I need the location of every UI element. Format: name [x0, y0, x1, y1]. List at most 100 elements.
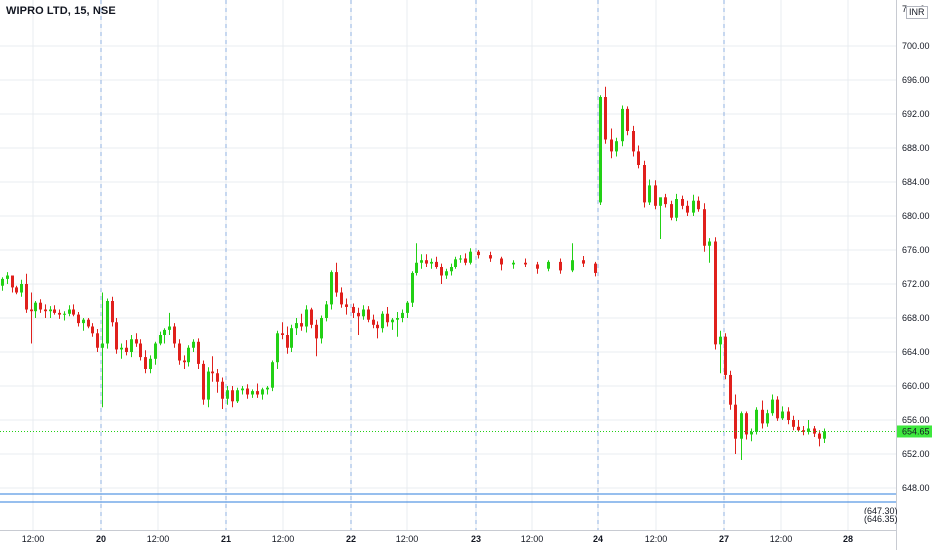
candle-body-up — [430, 261, 433, 264]
candle-body-down — [96, 333, 99, 348]
candle-body-up — [6, 275, 9, 279]
price-tick-label: 696.00 — [902, 75, 930, 85]
candle-body-down — [91, 326, 94, 334]
candle-body-down — [703, 209, 706, 246]
time-tick-label: 23 — [471, 534, 481, 544]
candle-body-up — [708, 241, 711, 246]
candle-body-down — [670, 204, 673, 218]
candle-body-down — [352, 306, 355, 313]
candle-body-down — [25, 284, 28, 310]
level-label: (647.30) — [864, 506, 898, 516]
candle-body-down — [632, 131, 635, 152]
price-tick-label: 652.00 — [902, 449, 930, 459]
price-tick-label-partial: 7 — [902, 4, 907, 14]
candle-body-up — [454, 259, 457, 267]
time-tick-label: 12:00 — [272, 534, 295, 544]
candle-body-up — [401, 312, 404, 318]
candle-body-down — [11, 275, 14, 288]
candle-body-up — [750, 431, 753, 435]
candle-body-down — [58, 312, 61, 315]
candle-body-down — [594, 263, 597, 273]
candle-body-down — [714, 241, 717, 345]
candle-body-down — [310, 309, 313, 325]
candle-body-down — [197, 341, 200, 364]
candle-body-down — [286, 335, 289, 348]
candle-body-up — [450, 267, 453, 272]
candle-body-up — [241, 388, 244, 391]
candle-body-up — [330, 272, 333, 305]
candle-body-down — [681, 199, 684, 206]
candle-body-down — [654, 185, 657, 206]
candle-body-up — [396, 318, 399, 320]
candle-body-down — [139, 343, 142, 358]
time-tick-label: 20 — [96, 534, 106, 544]
candle-body-down — [367, 309, 370, 320]
level-label-bg — [862, 514, 896, 524]
candle-body-up — [648, 185, 651, 203]
level-label-bg — [862, 506, 896, 516]
candle-body-down — [246, 388, 249, 395]
candle-body-down — [489, 255, 492, 259]
candle-body-down — [53, 309, 56, 313]
candle-body-down — [135, 339, 138, 344]
candle-body-up — [154, 343, 157, 359]
candle-body-down — [335, 272, 338, 293]
time-tick-label: 12:00 — [22, 534, 45, 544]
candle-body-down — [734, 404, 737, 439]
candle-body-down — [77, 314, 80, 324]
last-price-label: 654.65 — [902, 426, 930, 436]
candle-body-down — [221, 381, 224, 399]
candle-body-up — [615, 141, 618, 152]
candle-body-up — [420, 260, 423, 263]
candle-body-down — [582, 260, 585, 264]
candle-body-up — [659, 197, 662, 206]
candle-body-up — [187, 347, 190, 363]
candle-body-down — [300, 323, 303, 327]
candle-body-up — [719, 336, 722, 345]
candle-body-up — [381, 313, 384, 329]
candle-body-down — [464, 258, 467, 263]
candle-body-up — [261, 389, 264, 395]
candle-body-up — [207, 371, 210, 400]
time-tick-label: 12:00 — [521, 534, 544, 544]
price-tick-label: 688.00 — [902, 143, 930, 153]
candle-body-up — [766, 413, 769, 424]
candle-body-up — [49, 309, 52, 312]
time-tick-label: 12:00 — [147, 534, 170, 544]
candle-body-up — [163, 329, 166, 335]
candle-body-up — [771, 399, 774, 414]
candle-body-down — [792, 420, 795, 427]
candle-body-down — [340, 292, 343, 305]
candle-body-up — [130, 339, 133, 352]
candle-body-up — [391, 319, 394, 323]
candle-body-up — [406, 302, 409, 313]
candle-body-down — [536, 264, 539, 269]
price-tick-label: 668.00 — [902, 313, 930, 323]
candle-body-up — [251, 391, 254, 395]
candle-body-down — [144, 357, 147, 369]
candle-body-up — [290, 328, 293, 348]
candle-body-down — [435, 261, 438, 267]
candle-body-up — [305, 309, 308, 327]
candle-body-up — [445, 271, 448, 276]
candle-body-up — [149, 358, 152, 369]
candle-body-down — [610, 139, 613, 152]
candle-body-up — [362, 309, 365, 317]
candle-body-down — [664, 197, 667, 205]
currency-label[interactable]: INR — [906, 6, 928, 19]
candle-body-down — [818, 433, 821, 439]
price-tick-label: 648.00 — [902, 483, 930, 493]
candle-body-down — [745, 413, 748, 435]
candle-body-up — [106, 301, 109, 344]
time-tick-label: 21 — [221, 534, 231, 544]
candle-body-down — [183, 360, 186, 363]
candle-body-up — [120, 347, 123, 350]
candle-body-up — [1, 278, 4, 286]
candle-body-up — [469, 251, 472, 263]
candle-body-down — [604, 97, 607, 140]
candle-body-up — [459, 258, 462, 260]
price-tick-label: 664.00 — [902, 347, 930, 357]
level-label: (646.35) — [864, 514, 898, 524]
